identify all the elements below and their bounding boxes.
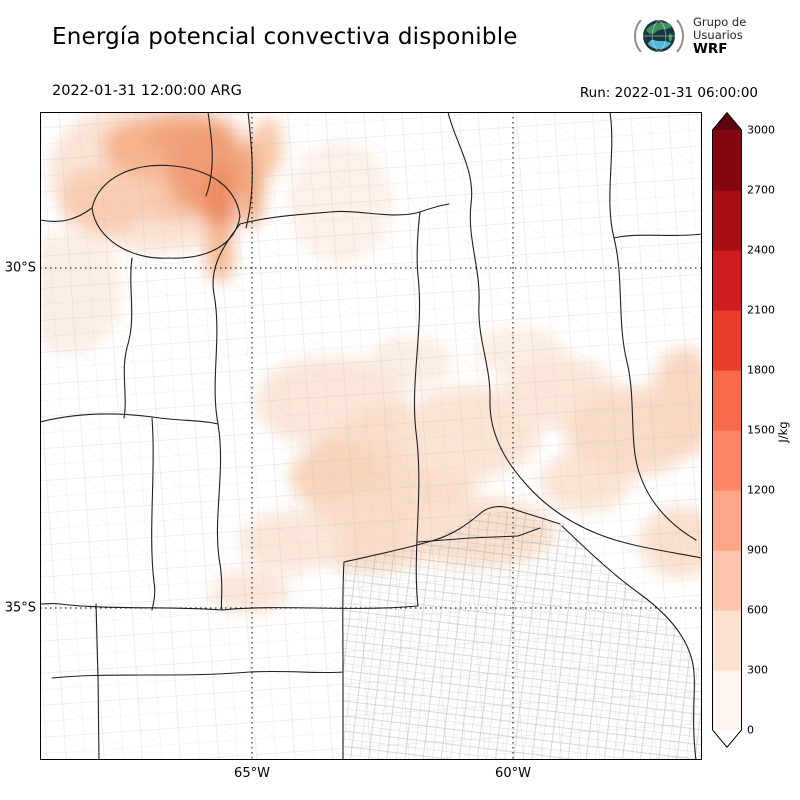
colorbar-segment bbox=[712, 190, 742, 251]
colorbar-segment bbox=[712, 310, 742, 371]
x-tick-60w: 60°W bbox=[495, 766, 531, 781]
buenos-aires-departments bbox=[343, 512, 702, 760]
map-area bbox=[40, 112, 702, 760]
colorbar-tick-label: 1500 bbox=[747, 423, 775, 437]
gridlines bbox=[40, 112, 702, 760]
cape-map bbox=[40, 112, 702, 760]
logo-line-1: Grupo de bbox=[693, 15, 747, 30]
colorbar-segment bbox=[712, 250, 742, 311]
colorbar-tick-label: 2100 bbox=[747, 303, 775, 317]
page-title: Energía potencial convectiva disponible bbox=[52, 24, 518, 50]
logo-text: Grupo de Usuarios WRF bbox=[693, 15, 747, 58]
colorbar-tick-label: 600 bbox=[747, 603, 768, 617]
colorbar-svg bbox=[712, 112, 742, 748]
colorbar-segment bbox=[712, 370, 742, 431]
colorbar-arrow-bottom bbox=[712, 730, 742, 748]
colorbar-tick-label: 0 bbox=[747, 723, 754, 737]
colorbar-tick-label: 2400 bbox=[747, 243, 775, 257]
colorbar-segment bbox=[712, 610, 742, 671]
logo-line-3: WRF bbox=[693, 41, 728, 58]
colorbar-tick-label: 1800 bbox=[747, 363, 775, 377]
colorbar-outline bbox=[712, 112, 742, 748]
x-tick-65w: 65°W bbox=[234, 766, 270, 781]
colorbar-segment bbox=[712, 490, 742, 551]
colorbar-tick-label: 1200 bbox=[747, 483, 775, 497]
y-tick-30s: 30°S bbox=[4, 260, 36, 276]
colorbar-tick-label: 2700 bbox=[747, 183, 775, 197]
colorbar-segment bbox=[712, 130, 742, 191]
colorbar-segment bbox=[712, 430, 742, 491]
colorbar-tick-label: 900 bbox=[747, 543, 768, 557]
colorbar-tick-label: 3000 bbox=[747, 123, 775, 137]
run-time-label: Run: 2022-01-31 06:00:00 bbox=[579, 85, 758, 101]
y-tick-35s: 35°S bbox=[4, 600, 36, 616]
map-frame bbox=[40, 112, 702, 760]
colorbar-unit: J/kg bbox=[776, 421, 790, 443]
logo-line-2: Usuarios bbox=[693, 28, 743, 43]
colorbar-segment bbox=[712, 550, 742, 611]
wrf-logo: Grupo de Usuarios WRF bbox=[632, 12, 746, 62]
colorbar-ticks: 0 300 600 900 1200 1500 1800 2100 2400 2700 3000 bbox=[747, 112, 787, 748]
globe-icon bbox=[634, 19, 684, 53]
colorbar-tick-label: 300 bbox=[747, 663, 768, 677]
colorbar-arrow-top bbox=[712, 112, 742, 130]
valid-time-label: 2022-01-31 12:00:00 ARG bbox=[52, 83, 242, 99]
colorbar-segment bbox=[712, 670, 742, 731]
